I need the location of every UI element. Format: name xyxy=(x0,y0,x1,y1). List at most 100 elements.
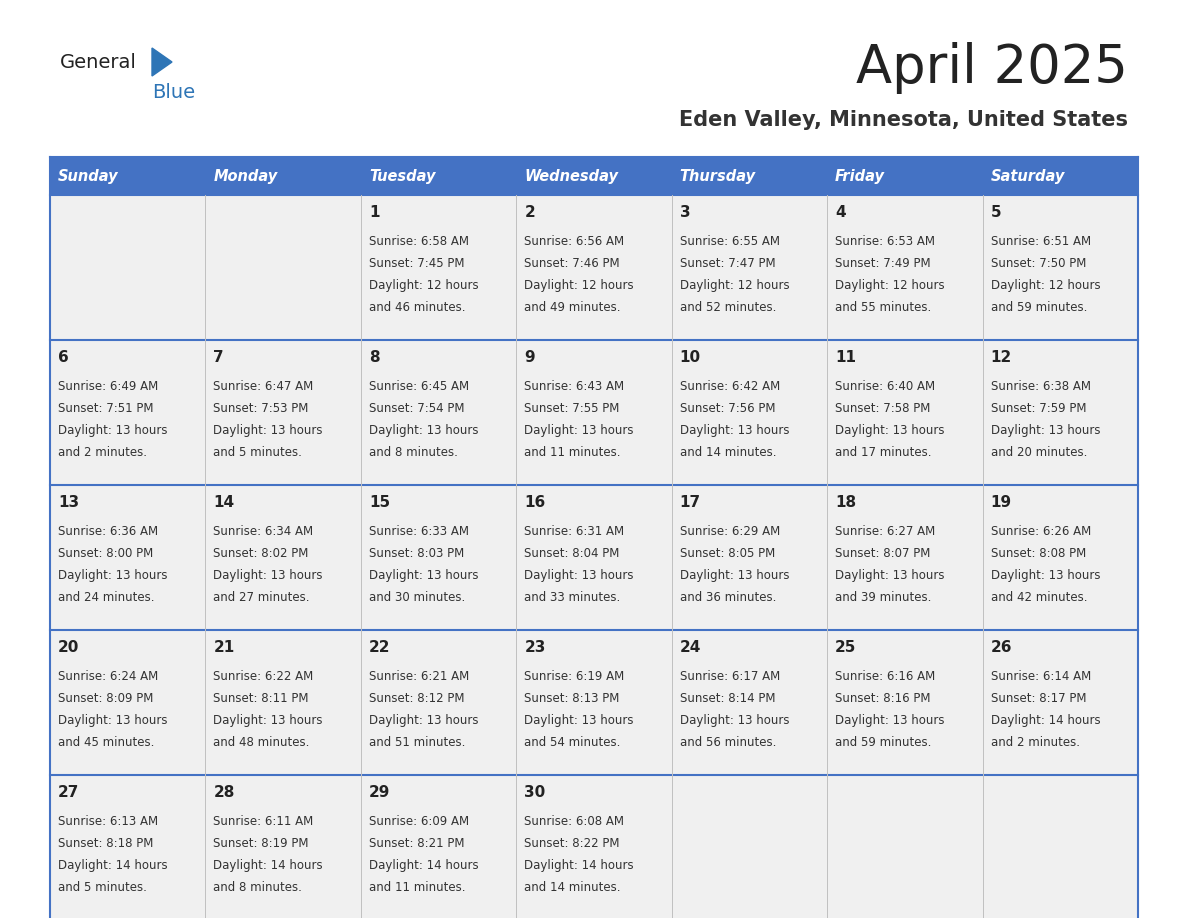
Text: Sunset: 8:18 PM: Sunset: 8:18 PM xyxy=(58,837,153,850)
Text: and 5 minutes.: and 5 minutes. xyxy=(58,881,147,894)
Text: 8: 8 xyxy=(368,350,379,365)
Text: Sunset: 7:47 PM: Sunset: 7:47 PM xyxy=(680,257,776,270)
Text: Sunrise: 6:09 AM: Sunrise: 6:09 AM xyxy=(368,815,469,828)
Bar xyxy=(50,157,206,195)
Text: Daylight: 12 hours: Daylight: 12 hours xyxy=(835,279,944,292)
Text: 10: 10 xyxy=(680,350,701,365)
Text: Sunrise: 6:34 AM: Sunrise: 6:34 AM xyxy=(214,525,314,538)
Bar xyxy=(982,485,1138,630)
Text: and 11 minutes.: and 11 minutes. xyxy=(368,881,466,894)
Text: 15: 15 xyxy=(368,495,390,510)
Text: Sunrise: 6:13 AM: Sunrise: 6:13 AM xyxy=(58,815,158,828)
Bar xyxy=(982,157,1138,195)
Text: Sunrise: 6:38 AM: Sunrise: 6:38 AM xyxy=(991,380,1091,393)
Text: and 39 minutes.: and 39 minutes. xyxy=(835,591,931,604)
Text: 18: 18 xyxy=(835,495,857,510)
Text: April 2025: April 2025 xyxy=(857,42,1127,94)
Text: Daylight: 14 hours: Daylight: 14 hours xyxy=(368,859,479,872)
Text: Friday: Friday xyxy=(835,169,885,184)
Text: and 33 minutes.: and 33 minutes. xyxy=(524,591,620,604)
Text: Sunset: 7:51 PM: Sunset: 7:51 PM xyxy=(58,402,153,415)
Bar xyxy=(206,340,361,485)
Text: Daylight: 13 hours: Daylight: 13 hours xyxy=(58,424,168,437)
Text: Sunrise: 6:43 AM: Sunrise: 6:43 AM xyxy=(524,380,625,393)
Text: Sunrise: 6:21 AM: Sunrise: 6:21 AM xyxy=(368,670,469,683)
Text: Sunrise: 6:08 AM: Sunrise: 6:08 AM xyxy=(524,815,624,828)
Text: Sunrise: 6:33 AM: Sunrise: 6:33 AM xyxy=(368,525,469,538)
Text: Sunset: 8:22 PM: Sunset: 8:22 PM xyxy=(524,837,620,850)
Text: Sunrise: 6:22 AM: Sunrise: 6:22 AM xyxy=(214,670,314,683)
Text: Sunrise: 6:56 AM: Sunrise: 6:56 AM xyxy=(524,235,625,248)
Text: 26: 26 xyxy=(991,640,1012,655)
Text: and 54 minutes.: and 54 minutes. xyxy=(524,736,620,749)
Text: Sunset: 8:13 PM: Sunset: 8:13 PM xyxy=(524,692,620,705)
Text: and 56 minutes.: and 56 minutes. xyxy=(680,736,776,749)
Bar xyxy=(50,630,206,775)
Bar xyxy=(982,340,1138,485)
Text: Daylight: 12 hours: Daylight: 12 hours xyxy=(368,279,479,292)
Text: Daylight: 13 hours: Daylight: 13 hours xyxy=(368,714,479,727)
Bar xyxy=(361,195,517,340)
Polygon shape xyxy=(152,48,172,76)
Text: Daylight: 13 hours: Daylight: 13 hours xyxy=(58,714,168,727)
Text: Blue: Blue xyxy=(152,83,195,102)
Bar xyxy=(361,630,517,775)
Text: Daylight: 13 hours: Daylight: 13 hours xyxy=(368,569,479,582)
Text: Sunrise: 6:36 AM: Sunrise: 6:36 AM xyxy=(58,525,158,538)
Text: Daylight: 12 hours: Daylight: 12 hours xyxy=(991,279,1100,292)
Text: Sunrise: 6:55 AM: Sunrise: 6:55 AM xyxy=(680,235,779,248)
Text: Sunset: 8:19 PM: Sunset: 8:19 PM xyxy=(214,837,309,850)
Text: Sunrise: 6:53 AM: Sunrise: 6:53 AM xyxy=(835,235,935,248)
Text: Sunset: 7:49 PM: Sunset: 7:49 PM xyxy=(835,257,930,270)
Bar xyxy=(517,630,671,775)
Text: Sunset: 7:45 PM: Sunset: 7:45 PM xyxy=(368,257,465,270)
Text: and 49 minutes.: and 49 minutes. xyxy=(524,301,621,314)
Text: Sunset: 8:21 PM: Sunset: 8:21 PM xyxy=(368,837,465,850)
Bar xyxy=(206,485,361,630)
Text: and 8 minutes.: and 8 minutes. xyxy=(214,881,302,894)
Text: and 52 minutes.: and 52 minutes. xyxy=(680,301,776,314)
Text: 6: 6 xyxy=(58,350,69,365)
Text: Sunrise: 6:14 AM: Sunrise: 6:14 AM xyxy=(991,670,1091,683)
Bar xyxy=(517,775,671,918)
Text: and 17 minutes.: and 17 minutes. xyxy=(835,446,931,459)
Text: Daylight: 13 hours: Daylight: 13 hours xyxy=(214,569,323,582)
Bar xyxy=(827,157,982,195)
Text: 27: 27 xyxy=(58,785,80,800)
Text: and 5 minutes.: and 5 minutes. xyxy=(214,446,302,459)
Text: and 8 minutes.: and 8 minutes. xyxy=(368,446,457,459)
Text: Sunrise: 6:49 AM: Sunrise: 6:49 AM xyxy=(58,380,158,393)
Text: and 2 minutes.: and 2 minutes. xyxy=(991,736,1080,749)
Text: and 45 minutes.: and 45 minutes. xyxy=(58,736,154,749)
Text: 22: 22 xyxy=(368,640,391,655)
Text: Daylight: 13 hours: Daylight: 13 hours xyxy=(524,424,633,437)
Bar xyxy=(827,775,982,918)
Text: 29: 29 xyxy=(368,785,390,800)
Text: Sunrise: 6:31 AM: Sunrise: 6:31 AM xyxy=(524,525,625,538)
Text: and 36 minutes.: and 36 minutes. xyxy=(680,591,776,604)
Bar xyxy=(982,775,1138,918)
Bar xyxy=(517,340,671,485)
Text: Daylight: 13 hours: Daylight: 13 hours xyxy=(991,569,1100,582)
Text: and 46 minutes.: and 46 minutes. xyxy=(368,301,466,314)
Bar xyxy=(517,157,671,195)
Bar xyxy=(671,340,827,485)
Text: 4: 4 xyxy=(835,205,846,220)
Text: Daylight: 13 hours: Daylight: 13 hours xyxy=(214,424,323,437)
Text: Daylight: 13 hours: Daylight: 13 hours xyxy=(680,714,789,727)
Text: and 48 minutes.: and 48 minutes. xyxy=(214,736,310,749)
Text: 20: 20 xyxy=(58,640,80,655)
Text: and 51 minutes.: and 51 minutes. xyxy=(368,736,466,749)
Bar xyxy=(361,485,517,630)
Text: Monday: Monday xyxy=(214,169,278,184)
Bar xyxy=(50,340,206,485)
Text: 21: 21 xyxy=(214,640,235,655)
Text: Sunrise: 6:27 AM: Sunrise: 6:27 AM xyxy=(835,525,935,538)
Text: and 42 minutes.: and 42 minutes. xyxy=(991,591,1087,604)
Text: Eden Valley, Minnesota, United States: Eden Valley, Minnesota, United States xyxy=(680,110,1127,130)
Text: Sunset: 7:54 PM: Sunset: 7:54 PM xyxy=(368,402,465,415)
Bar xyxy=(50,195,206,340)
Text: Sunset: 8:16 PM: Sunset: 8:16 PM xyxy=(835,692,930,705)
Text: 5: 5 xyxy=(991,205,1001,220)
Text: and 11 minutes.: and 11 minutes. xyxy=(524,446,621,459)
